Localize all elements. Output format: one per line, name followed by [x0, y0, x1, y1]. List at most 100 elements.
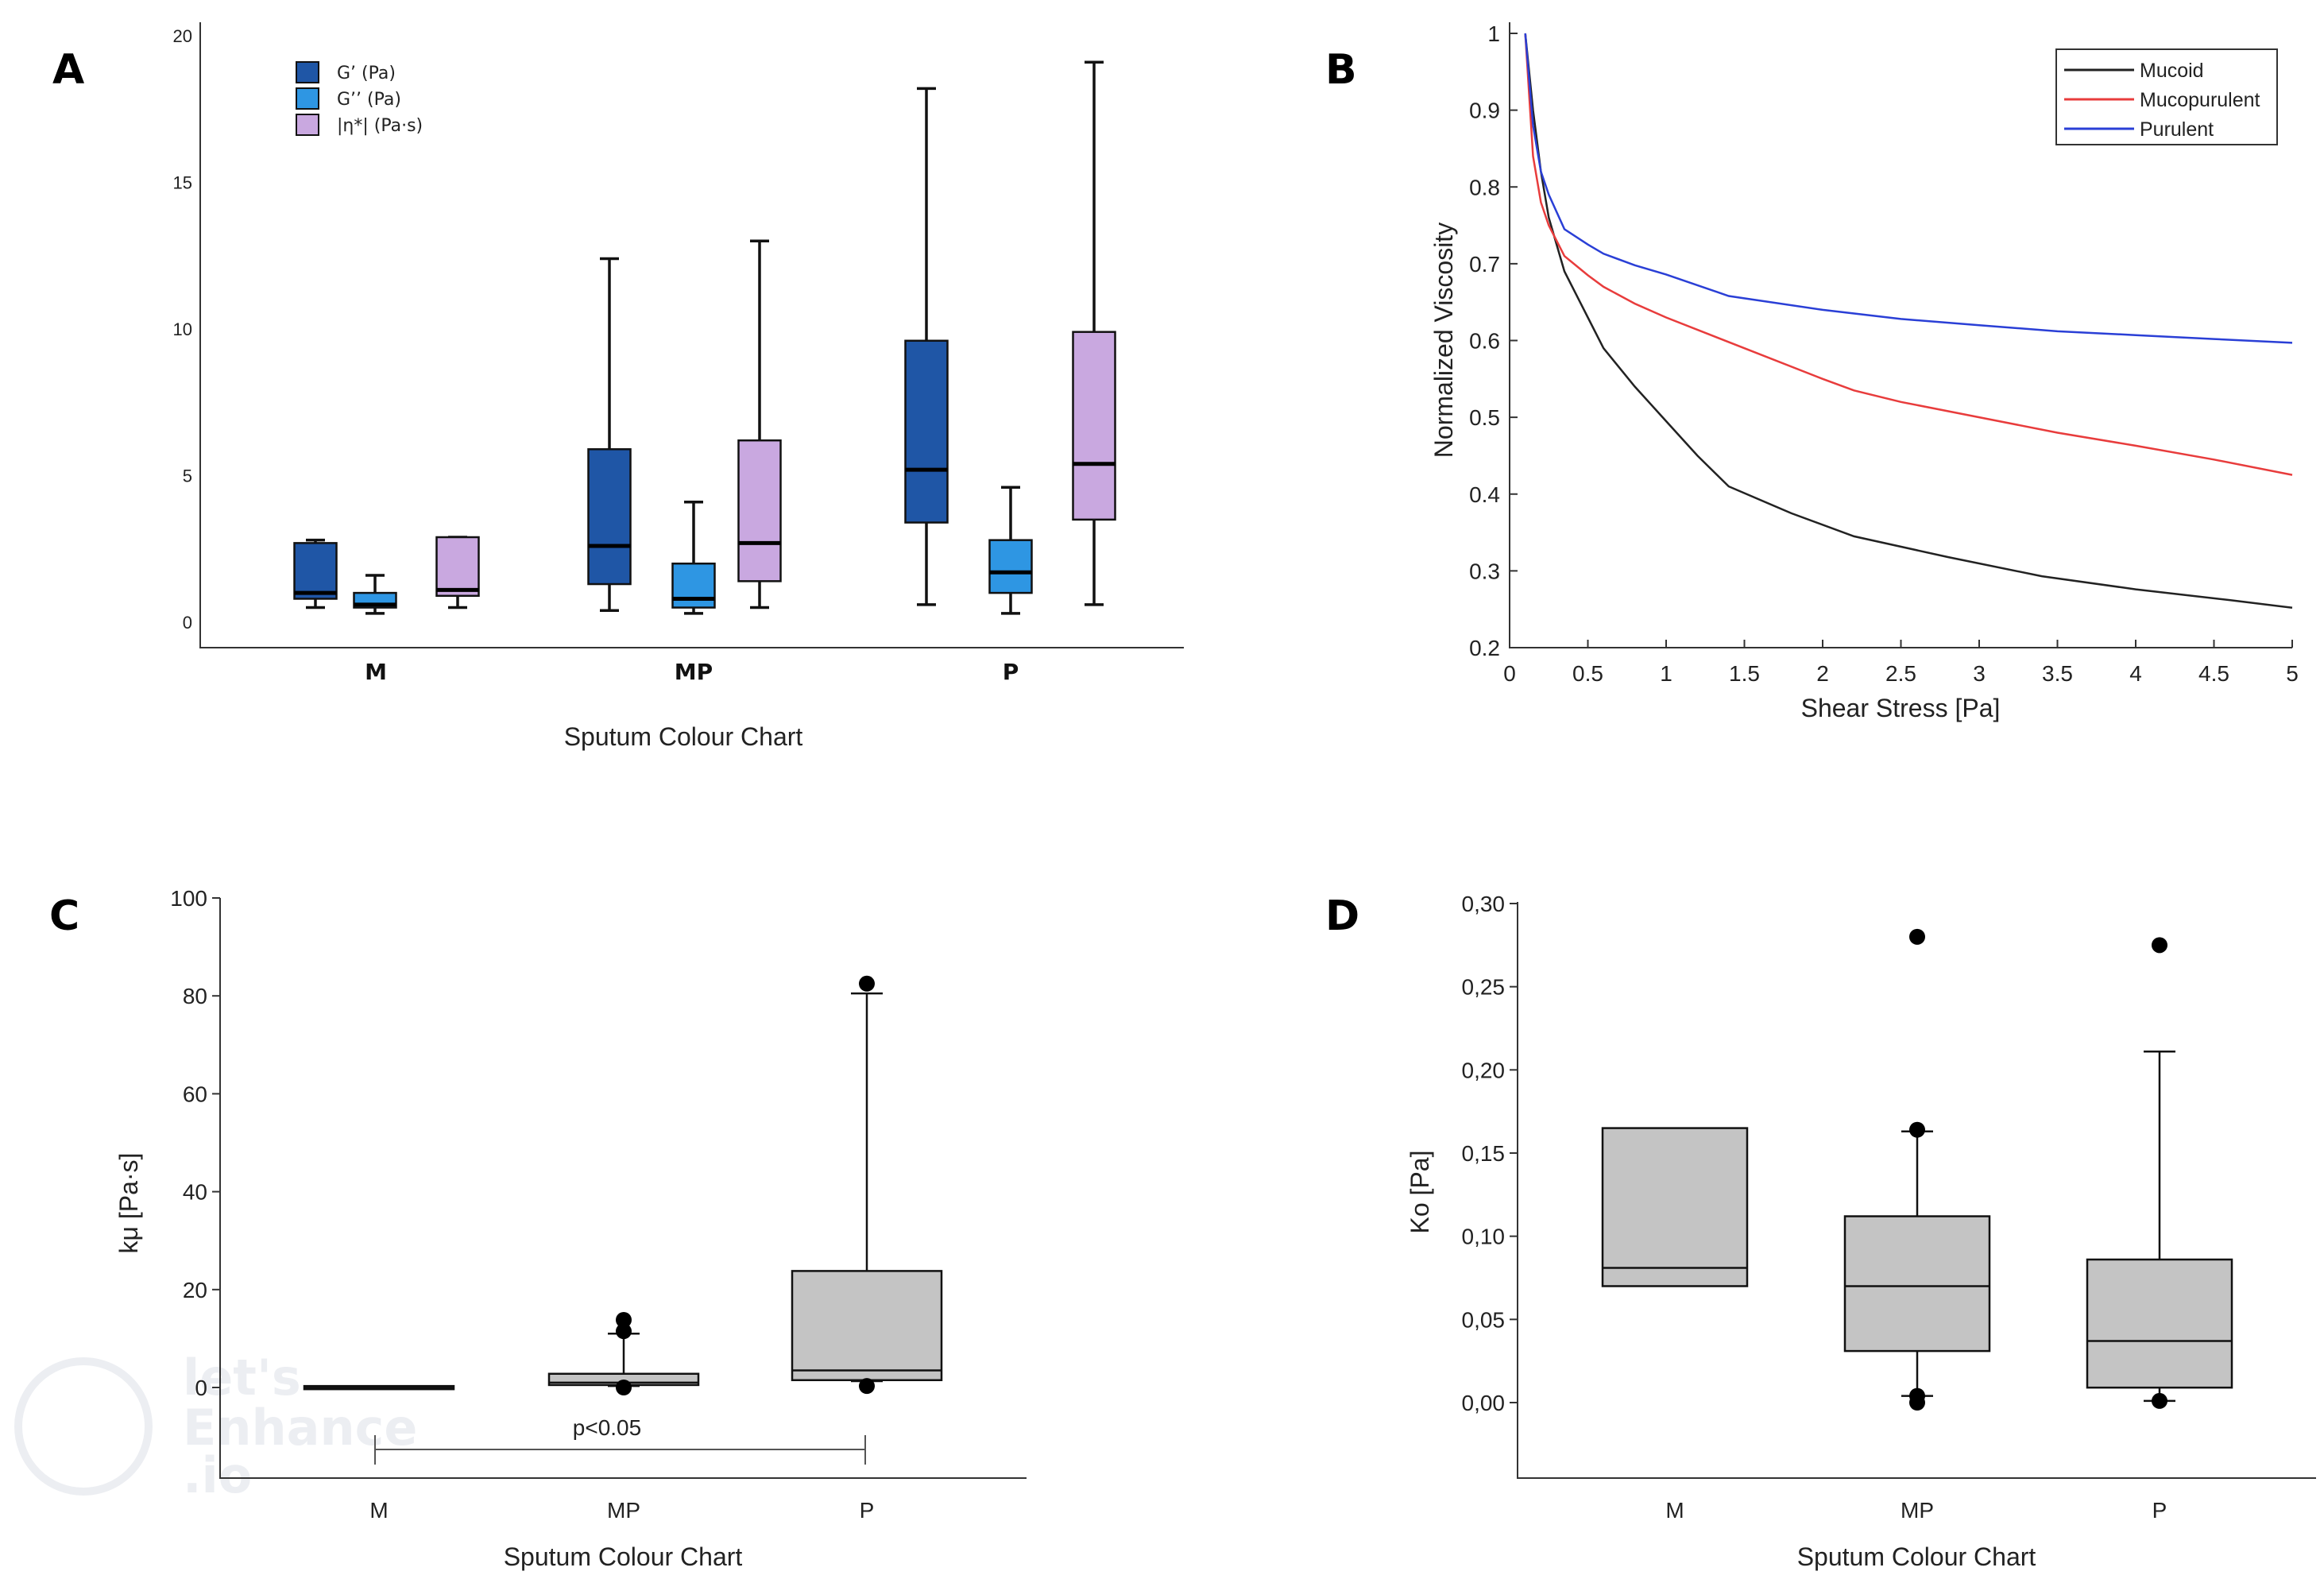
panel-a-box	[587, 448, 632, 586]
panel-d-outlier-point	[1909, 928, 1925, 945]
panel-b-ylabel: Normalized Viscosity	[1429, 223, 1458, 458]
watermark-line2: Enhance	[183, 1399, 417, 1457]
panel-c-outlier-point	[859, 975, 875, 992]
panel-a-box	[293, 542, 338, 600]
panel-a-box	[988, 539, 1033, 594]
panel-d-ytick-label: 0,10	[1462, 1225, 1506, 1249]
panel-c-ytick-label: 60	[183, 1082, 207, 1106]
panel-c-outlier-point	[616, 1311, 632, 1328]
panel-b-ytick-label: 0.9	[1469, 99, 1500, 123]
panel-d-ytick-label: 0,15	[1462, 1141, 1506, 1166]
panel-a-ytick-label: 0	[183, 613, 192, 633]
panel-a-xlabel: Sputum Colour Chart	[564, 722, 803, 751]
panel-a-ytick-label: 20	[173, 26, 192, 46]
panel-a-label: A	[52, 46, 84, 94]
panel-d-category-label: P	[2152, 1498, 2167, 1523]
panel-b-xtick-label: 4	[2129, 661, 2142, 686]
panel-d-outlier-point	[2152, 937, 2167, 954]
panel-d-outlier-point	[1909, 1395, 1925, 1411]
panel-b-xtick-label: 3	[1973, 661, 1986, 686]
panel-d-outlier-point	[2152, 1392, 2167, 1409]
panel-b-xtick-label: 1.5	[1729, 661, 1760, 686]
panel-c-outlier-point	[616, 1380, 632, 1395]
panel-b-ytick-label: 0.6	[1469, 329, 1500, 354]
panel-a-ytick-label: 15	[173, 173, 192, 193]
panel-a-legend-label: G’ (Pa)	[337, 64, 396, 83]
panel-b-xtick-label: 0	[1503, 661, 1516, 686]
panel-c-category-label: MP	[607, 1498, 640, 1523]
panel-a-box	[671, 562, 716, 609]
panel-c-category-label: P	[860, 1498, 875, 1523]
panel-b-ytick-label: 0.7	[1469, 252, 1500, 277]
panel-c-significance-label: p<0.05	[573, 1415, 641, 1440]
panel-b-series-line	[1524, 33, 2293, 476]
panel-d-ytick-label: 0,05	[1462, 1307, 1506, 1332]
panel-d-box	[1601, 1127, 1749, 1287]
panel-b-ytick-label: 0.3	[1469, 559, 1500, 583]
panel-a-legend-swatch	[296, 114, 319, 136]
panel-d-ytick-label: 0,30	[1462, 892, 1506, 916]
panel-b-xtick-label: 2.5	[1885, 661, 1916, 686]
panel-a-legend-label: G’’ (Pa)	[337, 90, 401, 110]
panel-b-ytick-label: 0.8	[1469, 175, 1500, 199]
panel-d-ylabel: Ko [Pa]	[1406, 1151, 1434, 1234]
panel-a-category-label: MP	[675, 659, 713, 685]
panel-d-category-label: M	[1665, 1498, 1684, 1523]
panel-a-category-label: P	[1003, 659, 1019, 685]
panel-b-legend-label: Purulent	[2140, 118, 2214, 141]
panel-d-chart: D 0,00 0,05 0,10 0,15 0,20 0,25 0,30 M MP P Sput…	[1325, 892, 2316, 1571]
panel-b-xtick-label: 5	[2286, 661, 2299, 686]
panel-c-ytick-label: 0	[195, 1376, 207, 1400]
panel-d-ytick-label: 0,20	[1462, 1058, 1506, 1082]
panel-d-axes	[1517, 902, 2316, 1479]
panel-a-box	[1072, 331, 1116, 521]
watermark-circle	[14, 1357, 153, 1496]
panel-c-ytick-label: 100	[170, 886, 207, 911]
panel-d-box	[1843, 1215, 1991, 1353]
panel-a-legend-label: |η*| (Pa·s)	[337, 116, 423, 136]
panel-c-outlier-point	[859, 1378, 875, 1395]
panel-c-box	[791, 1270, 943, 1382]
panel-d-ytick-label: 0,00	[1462, 1391, 1506, 1415]
panel-c-significance-bracket	[374, 1435, 866, 1465]
panel-c-axes	[219, 898, 1027, 1479]
panel-b-series-line	[1524, 33, 2293, 610]
panel-a-box	[904, 339, 949, 524]
panel-a-category-label: M	[365, 659, 387, 685]
panel-b-series-line	[1524, 33, 2293, 344]
panel-a-chart: A 0 5 10 15 20 M MP P G’ (Pa) G’’ (Pa) |η*| (Pa·…	[52, 22, 1184, 751]
panel-b-ytick-label: 1	[1487, 21, 1500, 46]
panel-b-xtick-label: 3.5	[2042, 661, 2073, 686]
panel-c-label: C	[49, 892, 79, 940]
panel-d-outlier-point	[1909, 1121, 1925, 1138]
panel-a-box	[737, 439, 782, 582]
panel-b-xtick-label: 2	[1816, 661, 1829, 686]
panel-b-chart: B 0 0.5 1 1.5 2 2.5 3 3.5 4 4.5 5 0.2 0.3 0.4 0.5 0.6 0…	[1325, 21, 2299, 722]
watermark-line1: let's	[183, 1349, 301, 1407]
panel-c-ytick-label: 80	[183, 984, 207, 1008]
watermark: let's Enhance .io	[14, 1349, 417, 1504]
panel-b-xtick-label: 4.5	[2198, 661, 2229, 686]
panel-d-category-label: MP	[1901, 1498, 1934, 1523]
panel-a-legend-swatch	[296, 87, 319, 110]
panel-c-xlabel: Sputum Colour Chart	[504, 1542, 743, 1571]
panel-c-ytick-label: 20	[183, 1278, 207, 1302]
panel-d-label: D	[1325, 892, 1359, 940]
panel-c-outlier-point	[616, 1323, 632, 1340]
panel-c-chart: C 0 20 40 60 80 100 M MP P p<0.05 Sputum Colour…	[49, 886, 1027, 1571]
panel-b-legend-label: Mucopurulent	[2140, 89, 2260, 111]
panel-d-xlabel: Sputum Colour Chart	[1797, 1542, 2036, 1571]
panel-b-ytick-label: 0.5	[1469, 405, 1500, 430]
panel-b-xlabel: Shear Stress [Pa]	[1801, 694, 2001, 722]
watermark-line3: .io	[183, 1446, 252, 1504]
panel-b-xtick-label: 0.5	[1572, 661, 1603, 686]
panel-b-ytick-label: 0.2	[1469, 636, 1500, 660]
panel-a-axes	[199, 22, 1184, 648]
panel-c-ytick-label: 40	[183, 1180, 207, 1205]
panel-a-ytick-label: 5	[183, 466, 192, 486]
panel-a-box	[435, 536, 480, 598]
panel-d-ytick-label: 0,25	[1462, 975, 1506, 1000]
panel-a-ytick-label: 10	[173, 319, 192, 339]
panel-c-category-label: M	[369, 1498, 388, 1523]
